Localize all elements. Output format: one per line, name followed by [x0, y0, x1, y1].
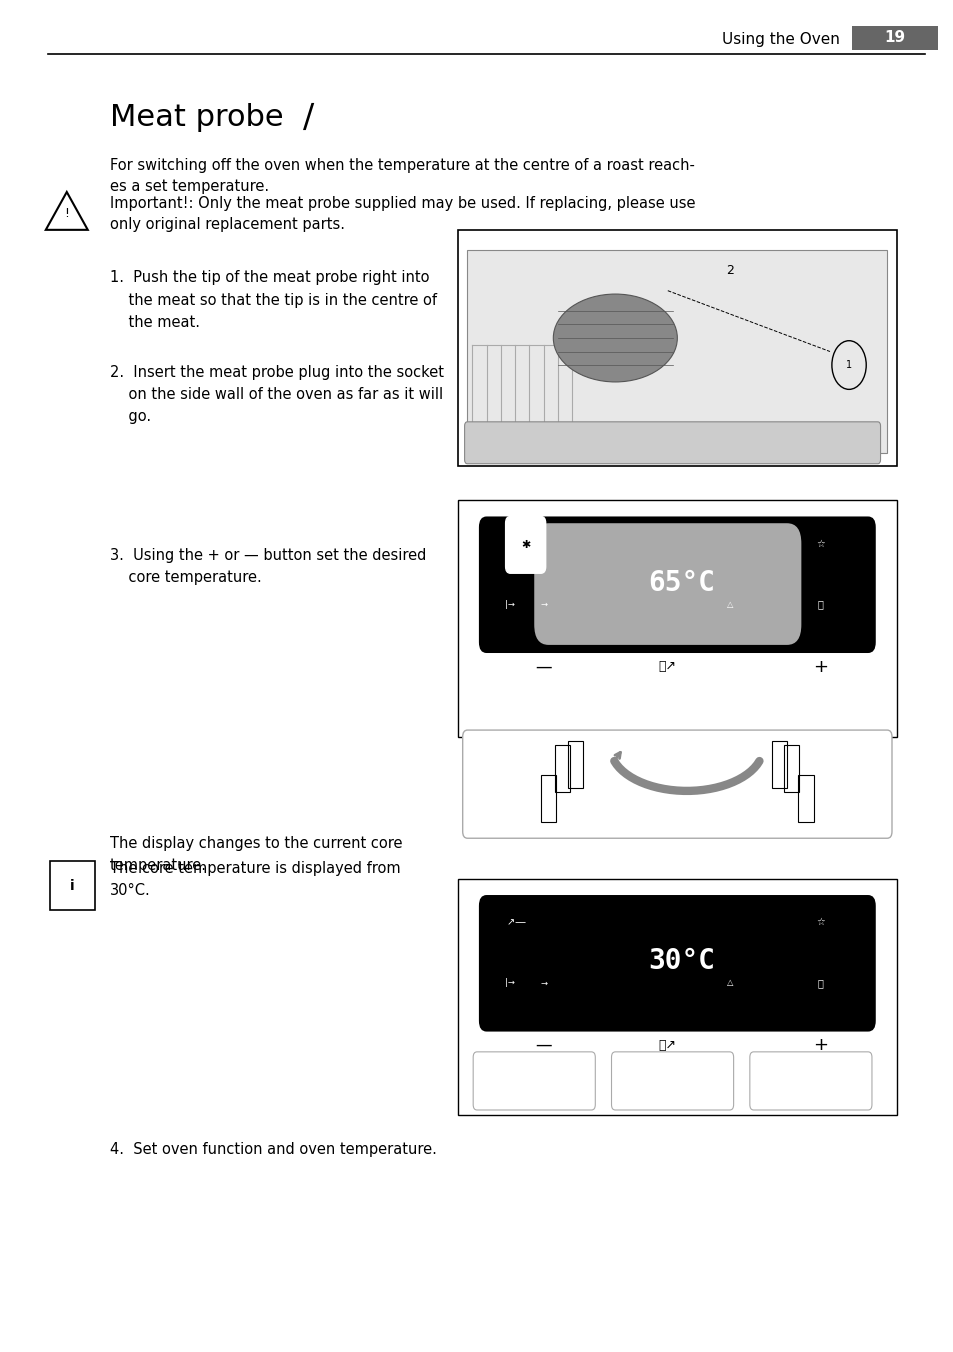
- FancyBboxPatch shape: [478, 895, 875, 1032]
- Text: 2: 2: [725, 264, 733, 277]
- Text: 1: 1: [845, 360, 851, 370]
- Text: △: △: [726, 979, 732, 987]
- FancyBboxPatch shape: [462, 730, 891, 838]
- Text: |→: |→: [505, 979, 515, 987]
- FancyBboxPatch shape: [851, 26, 937, 50]
- Text: !: !: [64, 207, 70, 220]
- Ellipse shape: [553, 295, 677, 383]
- Text: ☆: ☆: [815, 538, 824, 549]
- Text: ↗: ↗: [491, 522, 500, 533]
- Text: —: —: [514, 917, 525, 927]
- Text: +: +: [812, 1036, 827, 1055]
- Text: Important!: Only the meat probe supplied may be used. If replacing, please use
o: Important!: Only the meat probe supplied…: [110, 196, 695, 233]
- FancyBboxPatch shape: [478, 516, 875, 653]
- Text: The core temperature is displayed from
30°C.: The core temperature is displayed from 3…: [110, 861, 400, 899]
- Text: |→: |→: [505, 600, 515, 608]
- Text: Using the Oven: Using the Oven: [720, 32, 839, 47]
- Text: 3.  Using the + or — button set the desired
    core temperature.: 3. Using the + or — button set the desir…: [110, 548, 426, 585]
- Text: —: —: [535, 1036, 552, 1055]
- Text: 2.  Insert the meat probe plug into the socket
    on the side wall of the oven : 2. Insert the meat probe plug into the s…: [110, 365, 443, 425]
- Text: 30°C: 30°C: [648, 948, 715, 975]
- FancyBboxPatch shape: [534, 523, 801, 645]
- Text: Meat probe: Meat probe: [110, 103, 293, 132]
- Text: ∕: ∕: [303, 101, 314, 134]
- FancyBboxPatch shape: [457, 230, 896, 466]
- Text: For switching off the oven when the temperature at the centre of a roast reach-
: For switching off the oven when the temp…: [110, 158, 694, 195]
- Text: +: +: [812, 657, 827, 676]
- FancyBboxPatch shape: [611, 1052, 733, 1110]
- FancyBboxPatch shape: [464, 422, 880, 464]
- Text: ✱: ✱: [520, 539, 530, 550]
- Text: ⏻↗: ⏻↗: [659, 660, 676, 673]
- Text: △: △: [726, 600, 732, 608]
- Text: —: —: [535, 657, 552, 676]
- Text: 1.  Push the tip of the meat probe right into
    the meat so that the tip is in: 1. Push the tip of the meat probe right …: [110, 270, 436, 330]
- FancyBboxPatch shape: [473, 1052, 595, 1110]
- Text: i: i: [71, 879, 74, 892]
- Text: →: →: [539, 600, 547, 608]
- FancyBboxPatch shape: [457, 879, 896, 1115]
- Text: 19: 19: [883, 30, 904, 46]
- FancyBboxPatch shape: [50, 861, 95, 910]
- FancyBboxPatch shape: [749, 1052, 871, 1110]
- FancyBboxPatch shape: [457, 500, 896, 737]
- Text: 65°C: 65°C: [648, 569, 715, 596]
- Text: ↗: ↗: [506, 538, 514, 549]
- Text: ☆: ☆: [815, 917, 824, 927]
- Text: ↗: ↗: [491, 900, 500, 911]
- Text: ⏰: ⏰: [817, 977, 822, 988]
- Text: ⏻↗: ⏻↗: [659, 1038, 676, 1052]
- Text: ↗: ↗: [506, 917, 514, 927]
- Text: The display changes to the current core
temperature.: The display changes to the current core …: [110, 836, 402, 873]
- FancyBboxPatch shape: [505, 516, 545, 573]
- Text: ⏰: ⏰: [817, 599, 822, 610]
- Text: →: →: [539, 979, 547, 987]
- FancyBboxPatch shape: [467, 250, 886, 453]
- Text: 4.  Set oven function and oven temperature.: 4. Set oven function and oven temperatur…: [110, 1142, 436, 1157]
